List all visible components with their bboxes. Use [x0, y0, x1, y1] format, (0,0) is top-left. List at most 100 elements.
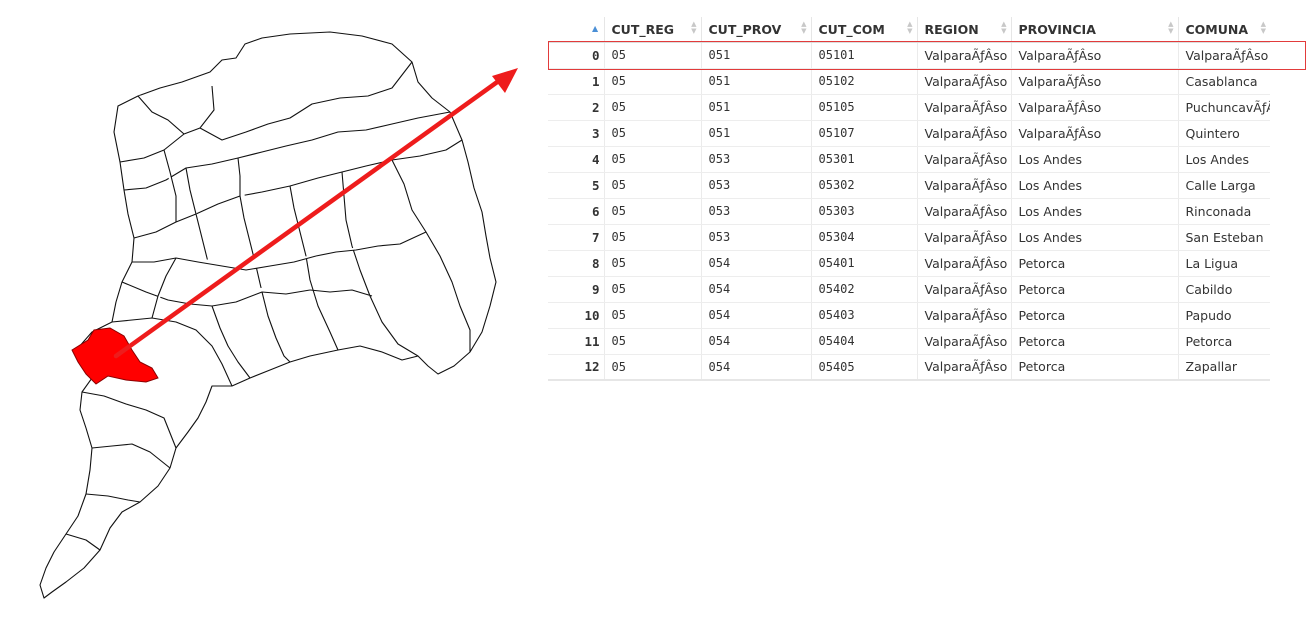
cell-provincia: Petorca: [1010, 354, 1178, 381]
sort-toggle-icon[interactable]: ▲ ▼: [801, 20, 807, 35]
pointer-arrow: [113, 68, 518, 359]
cell-cut_prov: 051: [700, 94, 811, 121]
cell-provincia: Petorca: [1010, 302, 1178, 329]
row-index-cell: 7: [548, 224, 604, 251]
row-index-cell: 3: [548, 120, 604, 147]
cell-cut_prov: 051: [700, 120, 811, 147]
row-index-cell: 6: [548, 198, 604, 225]
sort-toggle-icon[interactable]: ▲ ▼: [907, 20, 913, 35]
cell-cut_reg: 05: [603, 250, 701, 277]
table-row[interactable]: 0 05 051 05101 ValparaÃƒÂso ValparaÃƒÂso Valpa…: [548, 42, 1270, 69]
row-index-cell: 9: [548, 276, 604, 303]
cell-cut_prov: 054: [700, 302, 811, 329]
cell-cut_prov: 054: [700, 250, 811, 277]
cell-cut_com: 05102: [810, 68, 917, 95]
cell-cut_com: 05402: [810, 276, 917, 303]
cell-comuna: Cabildo: [1177, 276, 1270, 303]
cell-provincia: Los Andes: [1010, 172, 1178, 199]
column-header-index[interactable]: ▲: [548, 17, 604, 43]
comuna-border: [163, 149, 177, 222]
table-row[interactable]: 9 05 054 05402 ValparaÃƒÂso Petorca Cabildo: [548, 276, 1270, 303]
table-row[interactable]: 5 05 053 05302 ValparaÃƒÂso Los Andes Calle La…: [548, 172, 1270, 199]
table-body: 0 05 051 05101 ValparaÃƒÂso ValparaÃƒÂso Valpa…: [548, 42, 1270, 381]
cell-provincia: ValparaÃƒÂso: [1010, 120, 1178, 147]
comuna-border: [309, 289, 373, 297]
column-header-cut_prov[interactable]: CUT_PROV ▲ ▼: [700, 17, 811, 43]
sort-toggle-icon[interactable]: ▲ ▼: [691, 20, 697, 35]
table-row[interactable]: 2 05 051 05105 ValparaÃƒÂso ValparaÃƒÂso Puchu…: [548, 94, 1270, 121]
cell-comuna: Rinconada: [1177, 198, 1270, 225]
cell-cut_com: 05405: [810, 354, 917, 381]
column-header-cut_reg[interactable]: CUT_REG ▲ ▼: [603, 17, 701, 43]
cell-region: ValparaÃƒÂso: [916, 198, 1011, 225]
table-row[interactable]: 6 05 053 05303 ValparaÃƒÂso Los Andes Rinconad…: [548, 198, 1270, 225]
cell-cut_reg: 05: [603, 302, 701, 329]
cell-provincia: Petorca: [1010, 276, 1178, 303]
cell-region: ValparaÃƒÂso: [916, 94, 1011, 121]
cell-comuna: Papudo: [1177, 302, 1270, 329]
cell-comuna: Petorca: [1177, 328, 1270, 355]
cell-comuna: PuchuncavÃƒÂ: [1177, 94, 1270, 121]
comuna-border: [185, 167, 209, 263]
cell-comuna: San Esteban: [1177, 224, 1270, 251]
cell-cut_com: 05301: [810, 146, 917, 173]
cell-region: ValparaÃƒÂso: [916, 146, 1011, 173]
sort-toggle-icon[interactable]: ▲ ▼: [1001, 20, 1007, 35]
column-header-label: PROVINCIA: [1018, 21, 1096, 37]
column-header-label: CUT_PROV: [708, 21, 782, 37]
comuna-border: [199, 61, 413, 141]
cell-provincia: Petorca: [1010, 328, 1178, 355]
table-row[interactable]: 11 05 054 05404 ValparaÃƒÂso Petorca Petorca: [548, 328, 1270, 355]
data-table-container: ▲ CUT_REG ▲ ▼ CUT_PROV ▲ ▼ CUT_COM ▲ ▼ REGION ▲ ▼ PRO…: [548, 17, 1270, 381]
table-row[interactable]: 3 05 051 05107 ValparaÃƒÂso ValparaÃƒÂso Quint…: [548, 120, 1270, 147]
row-index-cell: 11: [548, 328, 604, 355]
cell-cut_prov: 051: [700, 42, 811, 69]
comuna-border: [341, 171, 419, 357]
column-header-label: CUT_COM: [818, 21, 885, 37]
column-header-region[interactable]: REGION ▲ ▼: [916, 17, 1011, 43]
cell-cut_reg: 05: [603, 172, 701, 199]
column-header-cut_com[interactable]: CUT_COM ▲ ▼: [810, 17, 917, 43]
column-header-label: COMUNA: [1185, 21, 1249, 37]
cell-provincia: ValparaÃƒÂso: [1010, 68, 1178, 95]
cell-comuna: Casablanca: [1177, 68, 1270, 95]
comuna-border: [91, 443, 171, 469]
row-index-cell: 8: [548, 250, 604, 277]
cell-provincia: Los Andes: [1010, 146, 1178, 173]
table-row[interactable]: 7 05 053 05304 ValparaÃƒÂso Los Andes San Este…: [548, 224, 1270, 251]
comuna-border: [151, 257, 177, 319]
comuna-border: [289, 185, 339, 351]
cell-region: ValparaÃƒÂso: [916, 224, 1011, 251]
column-header-comuna[interactable]: COMUNA ▲ ▼: [1177, 17, 1270, 43]
cell-cut_com: 05107: [810, 120, 917, 147]
table-row[interactable]: 4 05 053 05301 ValparaÃƒÂso Los Andes Los Ande…: [548, 146, 1270, 173]
cell-comuna: Los Andes: [1177, 146, 1270, 173]
comuna-border: [261, 291, 291, 363]
cell-cut_com: 05404: [810, 328, 917, 355]
cell-region: ValparaÃƒÂso: [916, 42, 1011, 69]
cell-region: ValparaÃƒÂso: [916, 328, 1011, 355]
cell-region: ValparaÃƒÂso: [916, 250, 1011, 277]
cell-cut_com: 05303: [810, 198, 917, 225]
cell-cut_reg: 05: [603, 42, 701, 69]
row-index-cell: 4: [548, 146, 604, 173]
comuna-border: [119, 133, 185, 163]
cell-cut_prov: 053: [700, 198, 811, 225]
cell-cut_reg: 05: [603, 198, 701, 225]
cell-cut_prov: 054: [700, 276, 811, 303]
column-header-provincia[interactable]: PROVINCIA ▲ ▼: [1010, 17, 1178, 43]
table-row[interactable]: 8 05 054 05401 ValparaÃƒÂso Petorca La Ligua: [548, 250, 1270, 277]
row-index-cell: 1: [548, 68, 604, 95]
comuna-border: [211, 305, 251, 379]
sort-toggle-icon[interactable]: ▲ ▼: [1260, 20, 1266, 35]
cell-cut_reg: 05: [603, 146, 701, 173]
table-row[interactable]: 10 05 054 05403 ValparaÃƒÂso Petorca Papudo: [548, 302, 1270, 329]
table-row[interactable]: 12 05 054 05405 ValparaÃƒÂso Petorca Zapallar: [548, 354, 1270, 381]
table-row[interactable]: 1 05 051 05102 ValparaÃƒÂso ValparaÃƒÂso Casab…: [548, 68, 1270, 95]
sort-ascending-icon[interactable]: ▲: [592, 24, 599, 33]
sort-toggle-icon[interactable]: ▲ ▼: [1168, 20, 1174, 35]
cell-region: ValparaÃƒÂso: [916, 68, 1011, 95]
row-index-cell: 10: [548, 302, 604, 329]
cell-comuna: ValparaÃƒÂso: [1177, 42, 1270, 69]
